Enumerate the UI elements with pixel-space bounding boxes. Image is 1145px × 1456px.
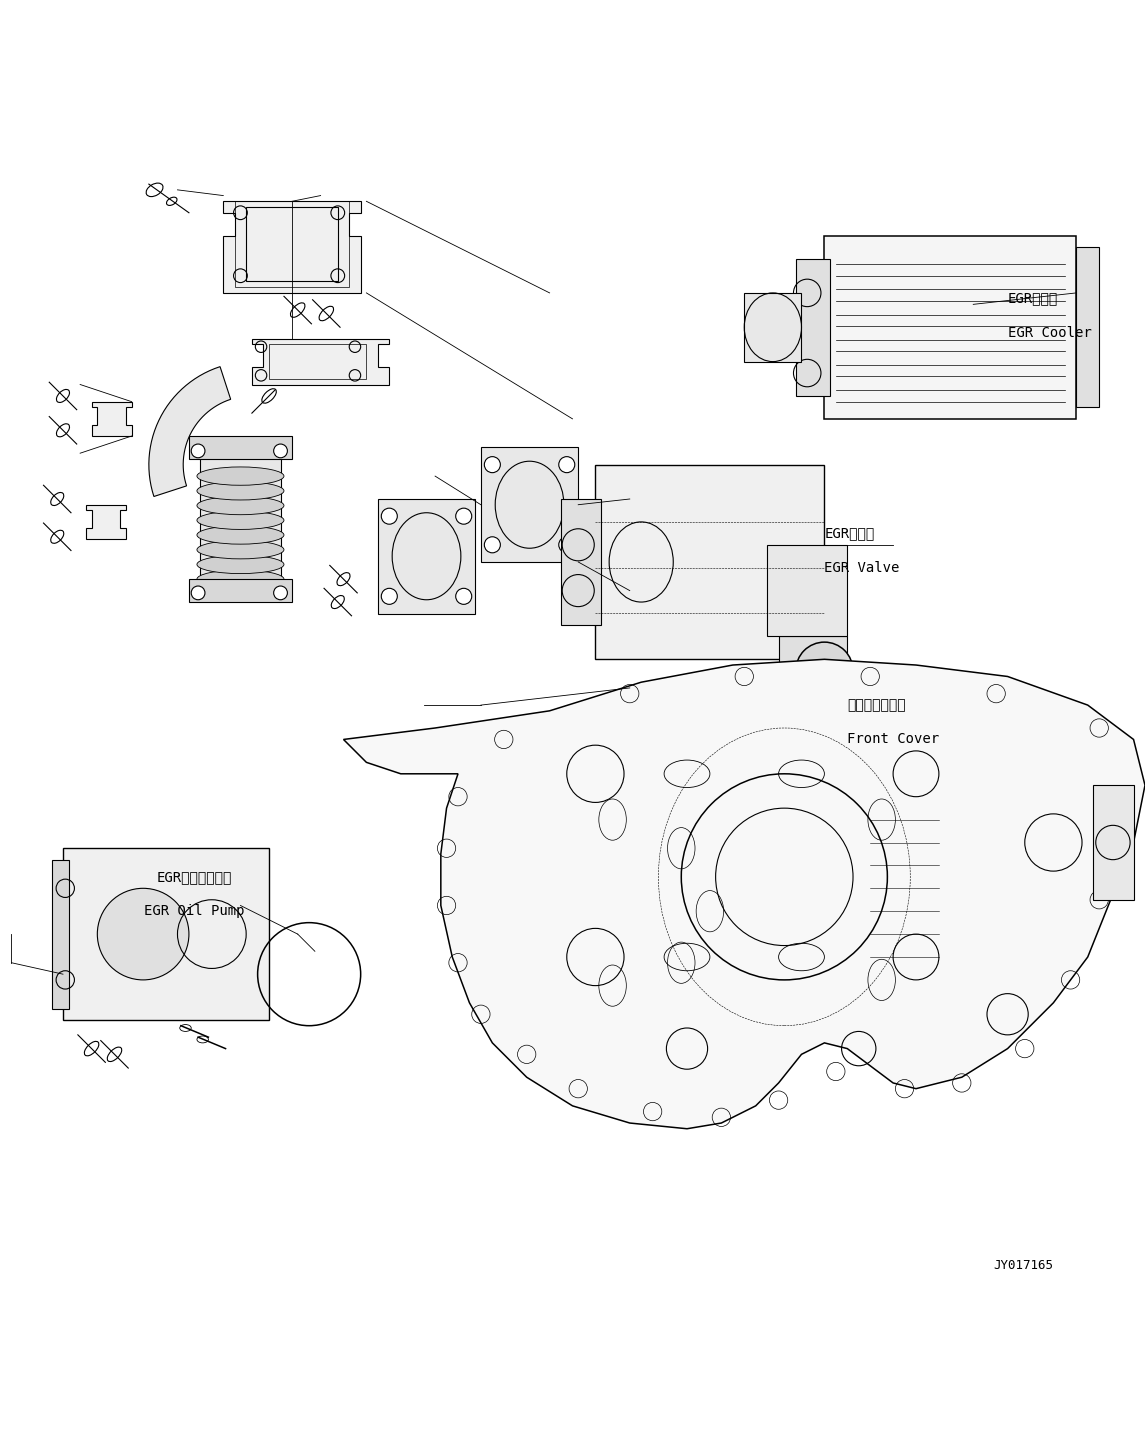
Text: JY017165: JY017165 xyxy=(994,1259,1053,1273)
Bar xyxy=(1093,785,1134,900)
Circle shape xyxy=(559,457,575,473)
Circle shape xyxy=(484,457,500,473)
Polygon shape xyxy=(86,505,126,539)
Polygon shape xyxy=(149,367,230,496)
Circle shape xyxy=(97,888,189,980)
Ellipse shape xyxy=(197,482,284,499)
Circle shape xyxy=(191,585,205,600)
Bar xyxy=(52,859,69,1009)
Text: EGR Cooler: EGR Cooler xyxy=(1008,326,1091,339)
Polygon shape xyxy=(344,660,1145,1128)
Bar xyxy=(1076,248,1099,408)
Circle shape xyxy=(274,444,287,457)
Bar xyxy=(246,207,338,281)
Circle shape xyxy=(381,508,397,524)
Bar xyxy=(779,636,847,693)
Text: EGRクーラ: EGRクーラ xyxy=(1008,291,1058,306)
Bar xyxy=(767,545,847,636)
Circle shape xyxy=(559,537,575,553)
Bar xyxy=(481,447,578,562)
Bar xyxy=(744,293,801,361)
Text: EGR Oil Pump: EGR Oil Pump xyxy=(144,904,245,919)
Text: EGRバルブ: EGRバルブ xyxy=(824,527,875,540)
Bar xyxy=(824,236,1076,419)
Polygon shape xyxy=(252,339,389,384)
Circle shape xyxy=(381,588,397,604)
Bar xyxy=(378,499,475,613)
Polygon shape xyxy=(223,201,361,293)
Circle shape xyxy=(796,642,853,699)
Bar xyxy=(796,259,830,396)
Circle shape xyxy=(274,585,287,600)
Circle shape xyxy=(191,444,205,457)
Ellipse shape xyxy=(197,511,284,530)
Circle shape xyxy=(456,508,472,524)
Bar xyxy=(200,453,281,591)
Bar xyxy=(63,849,269,1021)
Ellipse shape xyxy=(197,569,284,588)
Text: フロントカバー: フロントカバー xyxy=(847,697,906,712)
Ellipse shape xyxy=(197,526,284,545)
Ellipse shape xyxy=(197,467,284,485)
Bar xyxy=(561,499,601,625)
Text: Front Cover: Front Cover xyxy=(847,732,939,747)
Bar xyxy=(189,579,292,601)
Text: EGR Valve: EGR Valve xyxy=(824,561,900,575)
Circle shape xyxy=(456,588,472,604)
Bar xyxy=(189,435,292,459)
Ellipse shape xyxy=(197,496,284,515)
Ellipse shape xyxy=(197,540,284,559)
Bar xyxy=(269,345,366,379)
Bar xyxy=(235,201,349,287)
Bar xyxy=(595,464,824,660)
Circle shape xyxy=(484,537,500,553)
Text: EGRオイルポンプ: EGRオイルポンプ xyxy=(157,869,232,884)
Polygon shape xyxy=(92,402,132,435)
Ellipse shape xyxy=(197,555,284,574)
